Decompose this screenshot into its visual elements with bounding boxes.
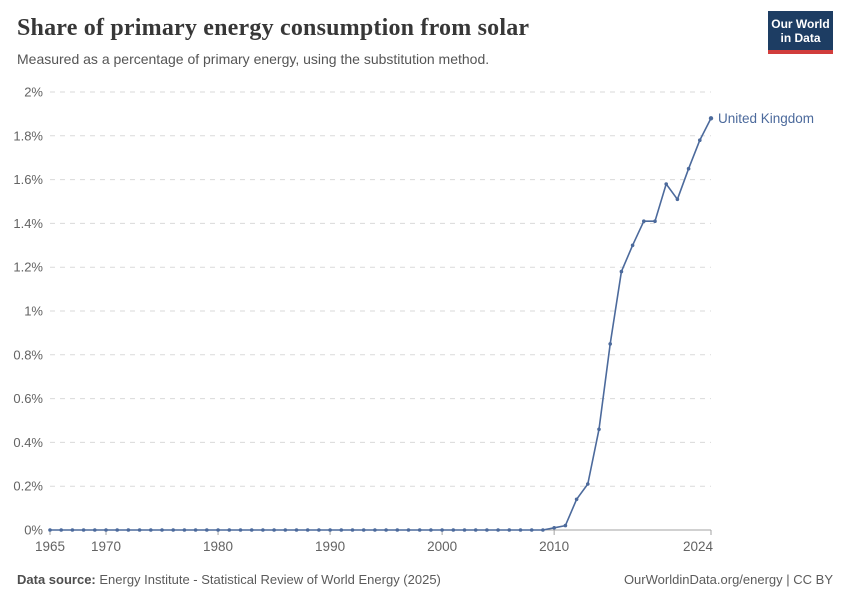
svg-text:0.2%: 0.2%	[13, 479, 43, 494]
gridlines	[50, 91, 711, 487]
owid-logo[interactable]: Our World in Data	[768, 11, 833, 54]
owid-logo-line1: Our World	[771, 17, 830, 31]
svg-text:1990: 1990	[315, 539, 345, 554]
svg-text:0.4%: 0.4%	[13, 435, 43, 450]
svg-text:1965: 1965	[35, 539, 65, 554]
svg-text:2000: 2000	[427, 539, 457, 554]
page-title: Share of primary energy consumption from…	[17, 15, 530, 41]
credit-link[interactable]: OurWorldinData.org/energy | CC BY	[623, 572, 833, 587]
page-subtitle: Measured as a percentage of primary ener…	[17, 51, 490, 67]
svg-text:2%: 2%	[24, 85, 43, 100]
data-points	[48, 116, 714, 532]
svg-text:1.6%: 1.6%	[13, 172, 43, 187]
svg-text:0.8%: 0.8%	[13, 347, 43, 362]
svg-text:1.8%: 1.8%	[13, 128, 43, 143]
svg-text:2024: 2024	[683, 539, 714, 554]
svg-text:1.2%: 1.2%	[13, 260, 43, 275]
chart-area[interactable]: 0% 0.2% 0.4% 0.6% 0.8% 1% 1.2% 1.4% 1.6% 1.8% 2% 19…	[0, 80, 850, 558]
svg-text:1%: 1%	[24, 304, 43, 319]
data-source-text: Energy Institute - Statistical Review of…	[95, 572, 441, 587]
chart-header: Share of primary energy consumption from…	[17, 11, 833, 67]
x-axis: 1965 1970 1980 1990 2000 2010 2024	[35, 529, 714, 554]
svg-text:0%: 0%	[24, 523, 43, 538]
data-source-label: Data source:	[17, 572, 96, 587]
chart-footer: Data source: Energy Institute - Statisti…	[17, 572, 833, 587]
entity-label[interactable]: United Kingdom	[718, 111, 814, 126]
svg-text:1.4%: 1.4%	[13, 216, 43, 231]
data-source: Data source: Energy Institute - Statisti…	[17, 572, 441, 587]
data-line[interactable]	[50, 117, 712, 531]
y-axis-labels: 0% 0.2% 0.4% 0.6% 0.8% 1% 1.2% 1.4% 1.6% 1.8% 2%	[13, 85, 43, 538]
svg-text:0.6%: 0.6%	[13, 391, 43, 406]
owid-logo-line2: in Data	[780, 31, 821, 45]
svg-text:1980: 1980	[203, 539, 233, 554]
svg-text:2010: 2010	[539, 539, 569, 554]
line-chart[interactable]: 0% 0.2% 0.4% 0.6% 0.8% 1% 1.2% 1.4% 1.6% 1.8% 2% 19…	[0, 80, 850, 558]
svg-text:1970: 1970	[91, 539, 121, 554]
